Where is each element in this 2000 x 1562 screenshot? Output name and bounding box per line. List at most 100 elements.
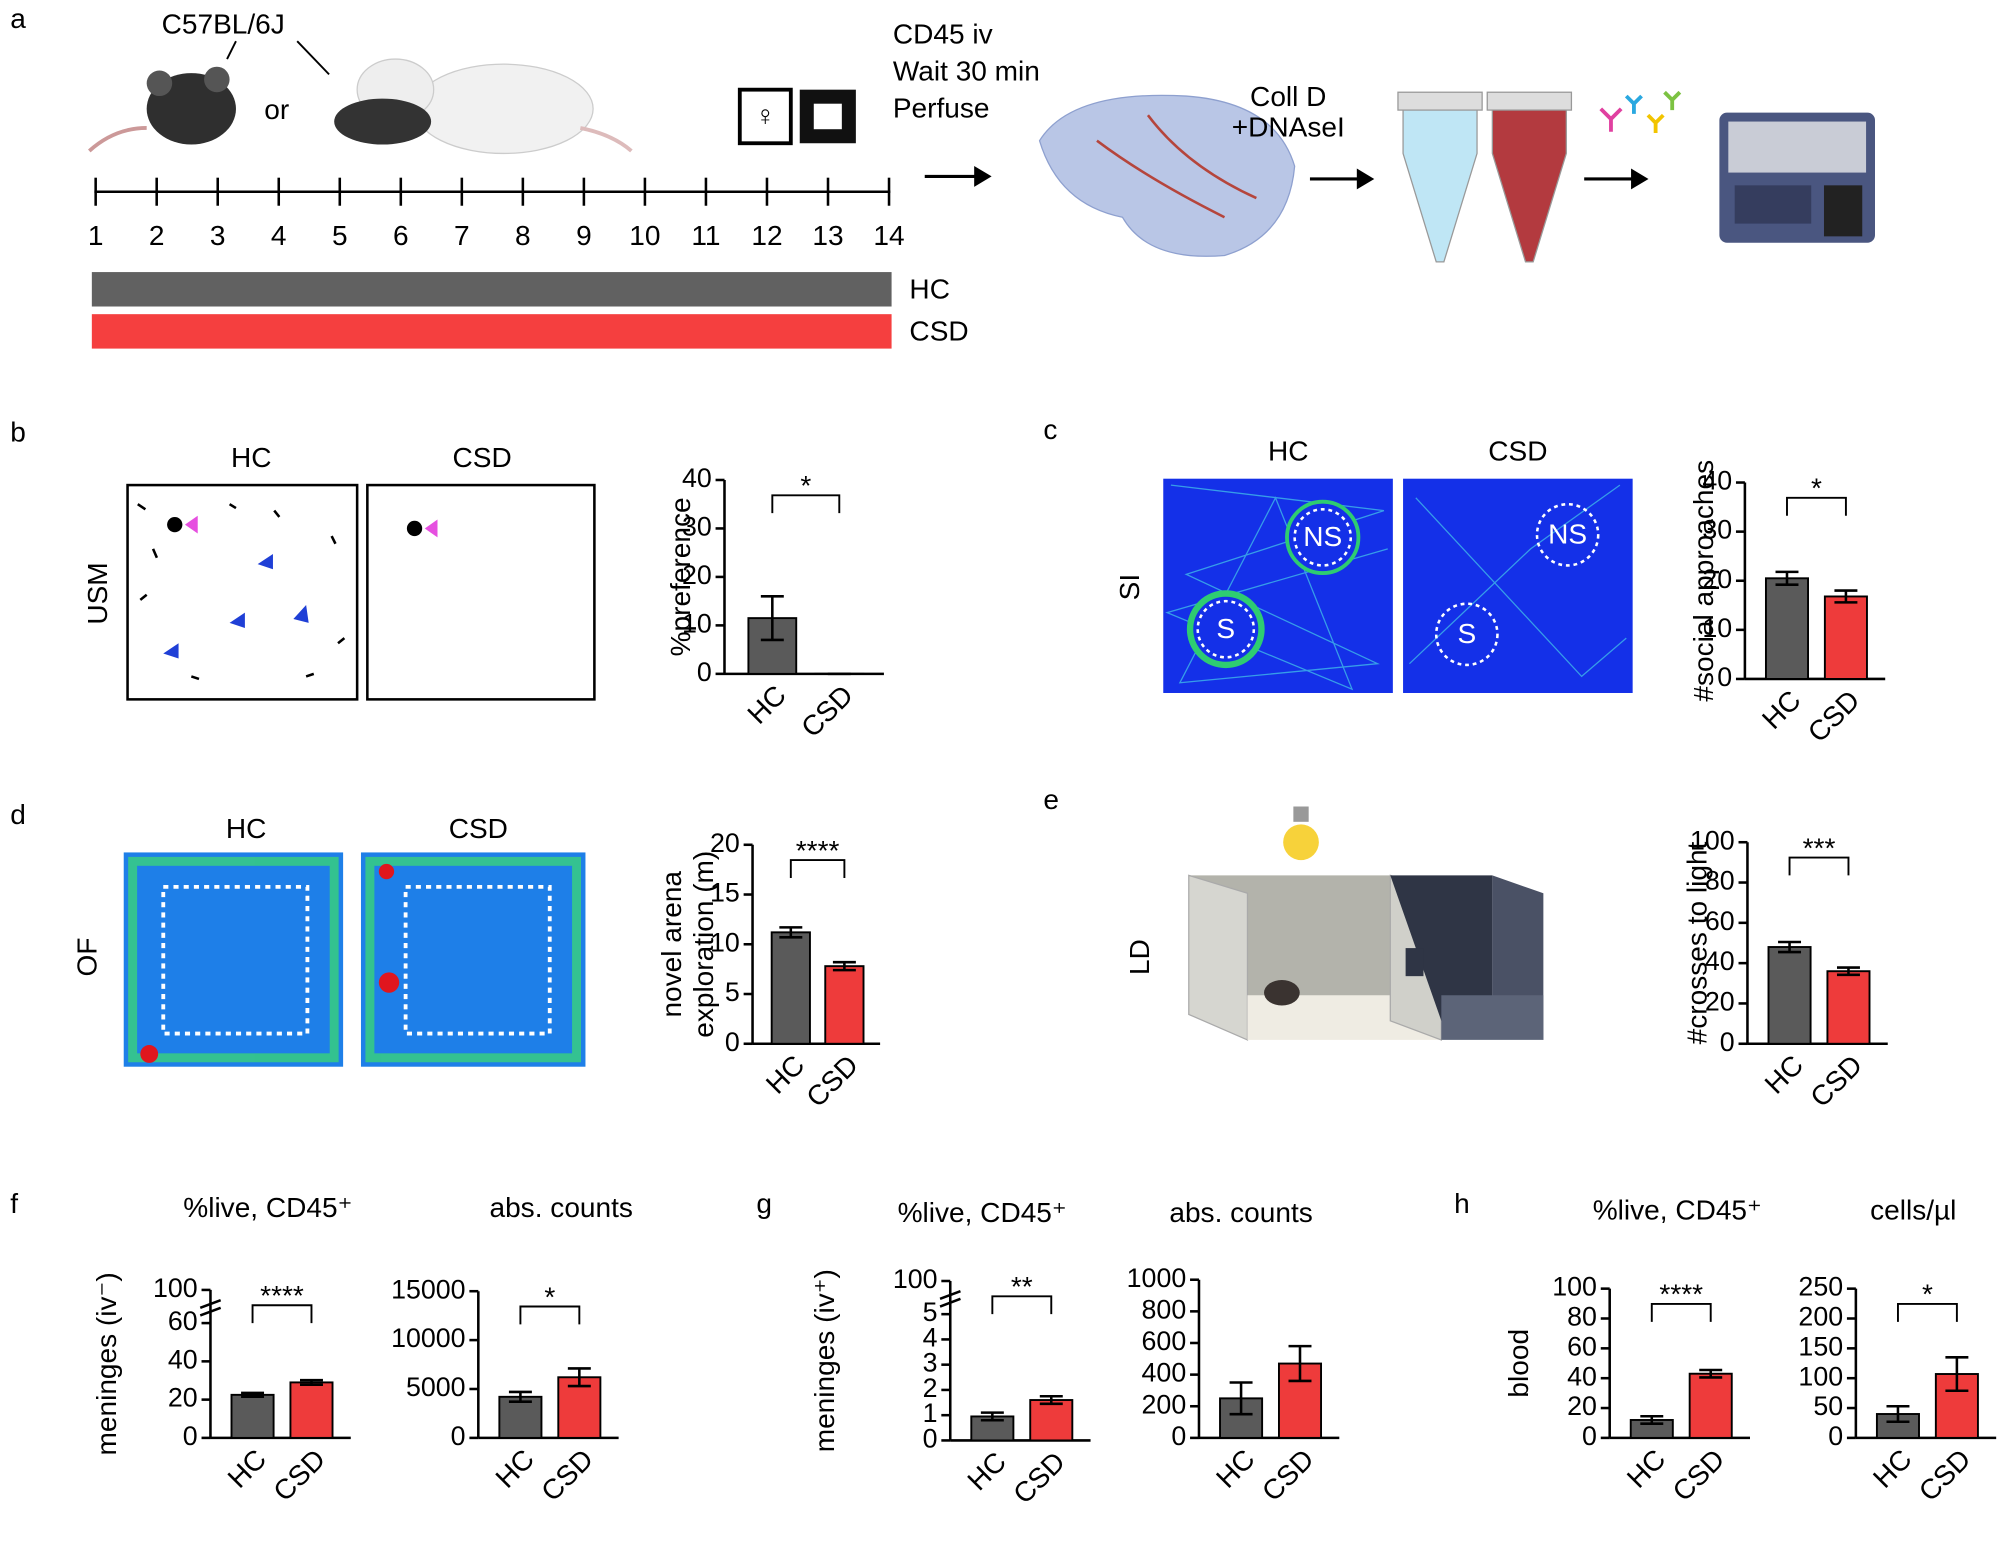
x-tick-label: CSD bbox=[795, 679, 859, 743]
error-bar bbox=[1229, 1381, 1253, 1416]
y-tick-label: 3 bbox=[923, 1348, 938, 1378]
error-bar bbox=[1288, 1344, 1312, 1383]
y-tick-label: 20 bbox=[1567, 1391, 1597, 1421]
y-axis-label: blood bbox=[1503, 1329, 1534, 1398]
y-tick-label: 80 bbox=[1705, 866, 1735, 896]
bar bbox=[1764, 577, 1809, 680]
y-tick-label: 1000 bbox=[1127, 1263, 1187, 1293]
error-bar bbox=[241, 1391, 265, 1399]
y-tick-label: 10 bbox=[1702, 613, 1732, 643]
x-tick-label: HC bbox=[490, 1443, 541, 1494]
error-bar bbox=[1945, 1356, 1969, 1393]
zone-label: S bbox=[1216, 613, 1235, 644]
significance-bracket bbox=[1897, 1303, 1958, 1322]
chart-title: abs. counts bbox=[1169, 1197, 1312, 1228]
x-tick-label: HC bbox=[1759, 1049, 1810, 1100]
chart-title: abs. counts bbox=[489, 1192, 632, 1223]
y-axis-label: exploration (m) bbox=[688, 851, 719, 1038]
y-tick-label: 0 bbox=[451, 1421, 466, 1451]
si-image bbox=[1403, 478, 1633, 693]
x-tick-label: CSD bbox=[800, 1049, 864, 1113]
panel-label: b bbox=[10, 416, 26, 447]
axis-break bbox=[939, 1290, 961, 1308]
y-tick-label: 400 bbox=[1142, 1358, 1187, 1388]
timeline-label: 12 bbox=[751, 220, 782, 251]
y-axis-label: %preference bbox=[665, 497, 696, 656]
column-label: CSD bbox=[453, 442, 512, 473]
significance-label: ** bbox=[1011, 1271, 1033, 1302]
y-tick-label: 1 bbox=[923, 1398, 938, 1428]
error-bar bbox=[760, 595, 784, 642]
bar bbox=[1826, 970, 1871, 1045]
timeline-label: 11 bbox=[691, 220, 720, 251]
error-bar bbox=[1775, 570, 1799, 586]
significance-bracket bbox=[1788, 856, 1850, 876]
x-tick-label: CSD bbox=[1802, 684, 1866, 748]
y-tick-label: 100 bbox=[153, 1273, 198, 1303]
bar bbox=[498, 1395, 543, 1439]
error-bar bbox=[1640, 1414, 1664, 1425]
x-tick-label: CSD bbox=[1256, 1443, 1320, 1507]
bar bbox=[770, 931, 811, 1045]
or-label: or bbox=[264, 94, 289, 125]
significance-bracket bbox=[991, 1295, 1053, 1315]
si-zones bbox=[1196, 502, 1600, 667]
axis-break bbox=[199, 1298, 222, 1317]
group-label: CSD bbox=[909, 316, 968, 347]
y-tick-label: 10000 bbox=[391, 1323, 465, 1353]
y-tick-label: 5 bbox=[923, 1297, 938, 1327]
significance-bracket bbox=[251, 1304, 313, 1324]
y-tick-label: 0 bbox=[1720, 1027, 1735, 1057]
significance-label: *** bbox=[1803, 832, 1836, 863]
timeline-label: 5 bbox=[332, 220, 348, 251]
y-tick-label: 40 bbox=[1702, 466, 1732, 496]
test-icons: ♀ bbox=[737, 87, 856, 146]
x-tick-label: CSD bbox=[535, 1443, 599, 1507]
column-label: HC bbox=[231, 442, 272, 473]
y-tick-label: 4 bbox=[923, 1322, 938, 1352]
panel-label: h bbox=[1454, 1188, 1470, 1219]
y-axis-label: #crosses to light bbox=[1681, 841, 1712, 1044]
y-tick-label: 0 bbox=[183, 1421, 198, 1451]
svg-text:♀: ♀ bbox=[755, 100, 776, 131]
test-label: OF bbox=[72, 938, 103, 977]
y-tick-label: 200 bbox=[1798, 1302, 1843, 1332]
bar bbox=[230, 1393, 275, 1439]
y-tick-label: 20 bbox=[1705, 987, 1735, 1017]
error-bar bbox=[1836, 966, 1860, 977]
usm-image bbox=[366, 483, 596, 701]
x-tick-label: CSD bbox=[1913, 1443, 1977, 1507]
chart-title: %live, CD45⁺ bbox=[1593, 1195, 1762, 1226]
brain-illustration bbox=[1038, 94, 1296, 257]
error-bar bbox=[567, 1367, 591, 1388]
of-center bbox=[161, 884, 552, 1036]
y-tick-label: 20 bbox=[710, 828, 740, 858]
usm-image bbox=[126, 483, 359, 701]
y-tick-label: 100 bbox=[1798, 1361, 1843, 1391]
timeline-label: 14 bbox=[873, 220, 904, 251]
x-tick-label: HC bbox=[1867, 1443, 1918, 1494]
x-tick-label: HC bbox=[1210, 1443, 1261, 1494]
y-tick-label: 60 bbox=[1705, 906, 1735, 936]
y-tick-label: 40 bbox=[682, 463, 712, 493]
zone-label: NS bbox=[1548, 519, 1587, 550]
y-tick-label: 50 bbox=[1813, 1391, 1843, 1421]
y-tick-label: 0 bbox=[1171, 1421, 1186, 1451]
error-bar bbox=[1699, 1368, 1723, 1379]
y-tick-label: 250 bbox=[1798, 1272, 1843, 1302]
bar bbox=[824, 965, 865, 1045]
x-tick-label: CSD bbox=[1007, 1446, 1071, 1510]
significance-label: **** bbox=[260, 1280, 304, 1311]
timeline-label: 8 bbox=[515, 220, 531, 251]
x-tick-label: HC bbox=[741, 679, 792, 730]
error-bar bbox=[832, 960, 856, 972]
cytometer-illustration bbox=[1719, 112, 1875, 243]
of-image bbox=[123, 852, 344, 1067]
panel-label: g bbox=[756, 1188, 772, 1219]
of-heat bbox=[128, 856, 581, 1063]
si-image bbox=[1163, 478, 1393, 693]
strain-label: C57BL/6J bbox=[162, 8, 285, 39]
bar bbox=[1823, 595, 1868, 680]
panel-label: d bbox=[10, 799, 26, 830]
